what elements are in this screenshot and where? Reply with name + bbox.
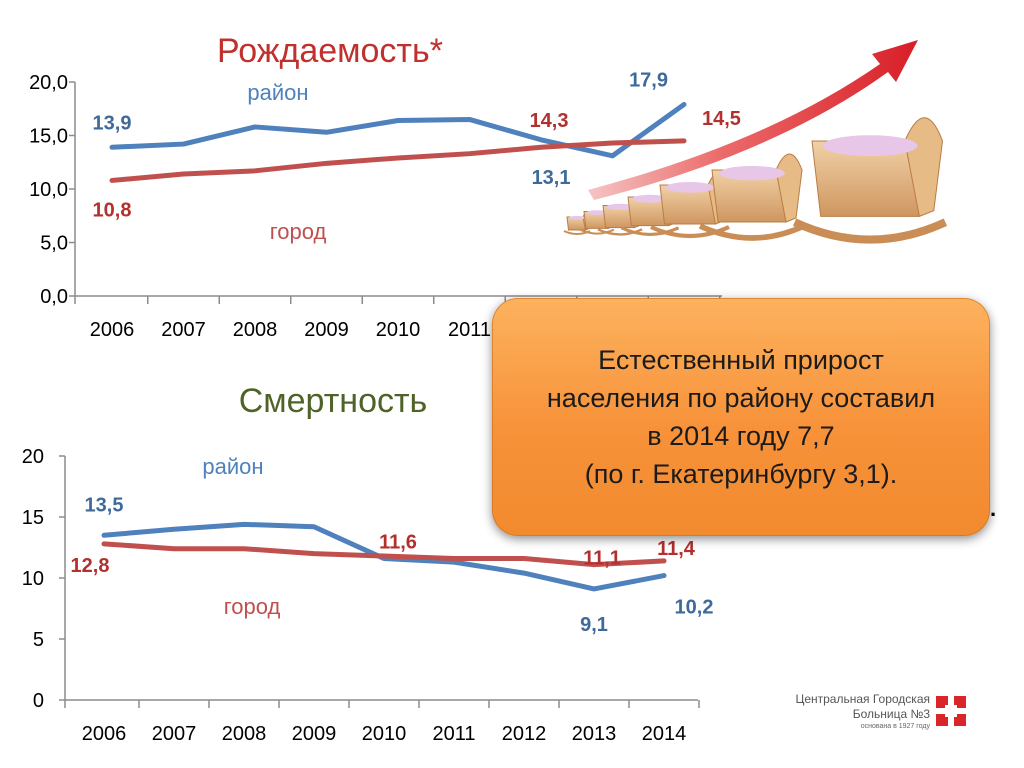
birth-series-label-district: район bbox=[247, 80, 308, 105]
hospital-cross-icon bbox=[936, 696, 966, 726]
death-y-tick-label: 5 bbox=[33, 629, 44, 651]
death-y-ticks: 0 5 10 15 20 bbox=[22, 446, 65, 712]
death-data-label: 10,2 bbox=[675, 597, 714, 619]
birth-data-label: 13,9 bbox=[93, 112, 132, 134]
death-x-tick-label: 2013 bbox=[572, 723, 617, 745]
callout-line-3: в 2014 году 7,7 bbox=[647, 421, 835, 451]
birth-data-label: 17,9 bbox=[629, 69, 668, 91]
birth-data-label: 13,1 bbox=[532, 167, 571, 189]
birth-y-ticks: 0,0 5,0 10,0 15,0 20,0 bbox=[29, 72, 75, 308]
birth-rate-chart: Рождаемость* 0,0 5,0 10,0 15,0 20,0 2006 2007… bbox=[29, 32, 741, 341]
death-series bbox=[101, 521, 667, 592]
death-y-tick-label: 10 bbox=[22, 568, 44, 590]
birth-chart-title: Рождаемость* bbox=[217, 32, 443, 70]
birth-x-tick-label: 2011 bbox=[448, 319, 491, 341]
death-data-label: 12,8 bbox=[71, 555, 110, 577]
death-y-tick-label: 20 bbox=[22, 446, 44, 468]
birth-series-line-city bbox=[109, 138, 687, 183]
birth-data-label: 14,5 bbox=[702, 108, 741, 130]
death-x-tick-label: 2008 bbox=[222, 723, 267, 745]
death-data-label: 11,1 bbox=[583, 548, 621, 570]
cradle-icon bbox=[698, 153, 806, 241]
natural-growth-callout: Естественный прирост населения по району… bbox=[492, 298, 990, 536]
birth-y-tick-label: 10,0 bbox=[29, 179, 68, 201]
callout-line-2: населения по району составил bbox=[546, 383, 936, 413]
death-data-label: 13,5 bbox=[85, 494, 124, 516]
birth-data-labels: 13,9 13,1 17,9 10,8 14,3 14,5 bbox=[93, 69, 741, 221]
birth-x-tick-label: 2007 bbox=[161, 319, 206, 341]
death-chart-title: Смертность bbox=[239, 382, 428, 420]
birth-series bbox=[109, 101, 687, 183]
logo-line-2: Больница №3 bbox=[852, 707, 930, 721]
death-data-labels: 13,5 9,1 10,2 12,8 11,6 11,1 11,4 bbox=[71, 494, 714, 636]
logo-line-3: основана в 1927 году bbox=[860, 723, 930, 730]
birth-series-line-district bbox=[109, 101, 687, 159]
death-data-label: 11,4 bbox=[657, 538, 696, 560]
callout-trailing-mark: . bbox=[990, 496, 997, 521]
death-series-label-city: город bbox=[224, 594, 281, 619]
callout-line-4: (по г. Екатеринбургу 3,1). bbox=[584, 459, 898, 489]
birth-x-tick-label: 2008 bbox=[233, 319, 278, 341]
birth-y-tick-label: 15,0 bbox=[29, 126, 68, 148]
death-x-tick-label: 2006 bbox=[82, 723, 127, 745]
death-data-label: 9,1 bbox=[580, 614, 608, 636]
logo-line-1: Центральная Городская bbox=[795, 692, 930, 706]
death-data-label: 11,6 bbox=[379, 531, 417, 553]
birth-data-label: 10,8 bbox=[93, 199, 132, 221]
cradle-icon bbox=[792, 117, 948, 244]
death-rate-chart: Смертность 0 5 10 15 20 2006 2007 2008 2009 2010… bbox=[22, 382, 714, 745]
death-y-tick-label: 15 bbox=[22, 507, 44, 529]
birth-x-tick-label: 2010 bbox=[376, 319, 421, 341]
death-series-line-city bbox=[101, 541, 667, 568]
death-x-ticks: 2006 2007 2008 2009 2010 2011 2012 2013 2014 bbox=[64, 700, 700, 745]
birth-series-label-city: город bbox=[270, 219, 327, 244]
birth-data-label: 14,3 bbox=[530, 110, 569, 132]
death-x-tick-label: 2011 bbox=[432, 723, 475, 745]
logo-text: Центральная Городская Больница №3 основа… bbox=[795, 692, 930, 732]
death-series-label-district: район bbox=[202, 454, 263, 479]
death-x-tick-label: 2014 bbox=[642, 723, 687, 745]
birth-y-tick-label: 0,0 bbox=[40, 286, 68, 308]
death-x-tick-label: 2010 bbox=[362, 723, 407, 745]
birth-x-tick-label: 2009 bbox=[304, 319, 349, 341]
growth-arrow-icon bbox=[588, 40, 918, 200]
callout-line-1: Естественный прирост bbox=[598, 345, 884, 375]
death-x-tick-label: 2007 bbox=[152, 723, 197, 745]
birth-x-tick-label: 2006 bbox=[90, 319, 135, 341]
cradle-icon bbox=[650, 172, 730, 239]
birth-y-tick-label: 20,0 bbox=[29, 72, 68, 94]
death-y-tick-label: 0 bbox=[33, 690, 44, 712]
birth-y-tick-label: 5,0 bbox=[40, 233, 68, 255]
death-x-tick-label: 2009 bbox=[292, 723, 337, 745]
death-x-tick-label: 2012 bbox=[502, 723, 547, 745]
cradles-growth-arrow-icon bbox=[563, 40, 948, 244]
cradles-icon bbox=[563, 117, 948, 244]
hospital-logo: Центральная Городская Больница №3 основа… bbox=[792, 688, 972, 738]
